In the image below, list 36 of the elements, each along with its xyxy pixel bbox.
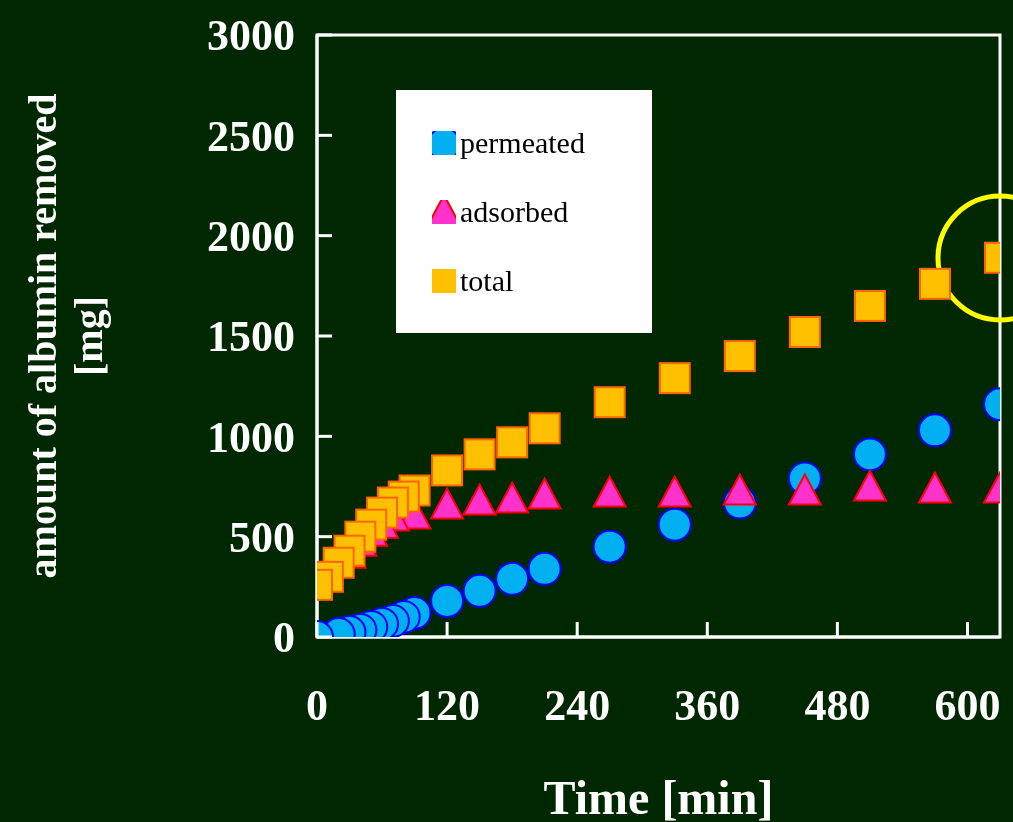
point bbox=[528, 412, 561, 445]
x-tick-label: 600 bbox=[934, 681, 1001, 730]
y-tick-label: 3000 bbox=[207, 11, 295, 61]
point bbox=[658, 362, 691, 395]
point bbox=[495, 561, 530, 596]
y-axis-title: amount of albumin removed [mg] bbox=[20, 93, 111, 579]
point bbox=[657, 507, 692, 542]
point bbox=[918, 267, 951, 300]
point bbox=[593, 386, 626, 419]
legend-label: total bbox=[460, 263, 514, 298]
x-tick-label: 0 bbox=[306, 681, 328, 730]
point bbox=[496, 426, 529, 459]
y-tick-label: 2000 bbox=[207, 212, 295, 262]
point bbox=[788, 315, 821, 348]
point bbox=[853, 289, 886, 322]
x-tick-label: 480 bbox=[804, 681, 871, 730]
point bbox=[723, 340, 756, 373]
point bbox=[430, 583, 465, 618]
legend-label: adsorbed bbox=[460, 194, 569, 229]
y-tick-label: 500 bbox=[229, 513, 295, 563]
point bbox=[852, 437, 887, 472]
y-tick-label: 1500 bbox=[207, 312, 295, 362]
point bbox=[463, 438, 496, 471]
y-tick-label: 2500 bbox=[207, 111, 295, 161]
point bbox=[592, 529, 627, 564]
legend-label: permeated bbox=[460, 125, 585, 160]
point bbox=[527, 551, 562, 586]
y-tick-label: 0 bbox=[273, 613, 295, 663]
point bbox=[431, 454, 464, 487]
y-tick-label: 1000 bbox=[207, 412, 295, 462]
x-tick-label: 120 bbox=[414, 681, 481, 730]
point bbox=[462, 573, 497, 608]
x-axis-title: Time [min] bbox=[543, 771, 774, 822]
x-tick-label: 240 bbox=[544, 681, 611, 730]
point bbox=[917, 413, 952, 448]
x-tick-label: 360 bbox=[674, 681, 741, 730]
